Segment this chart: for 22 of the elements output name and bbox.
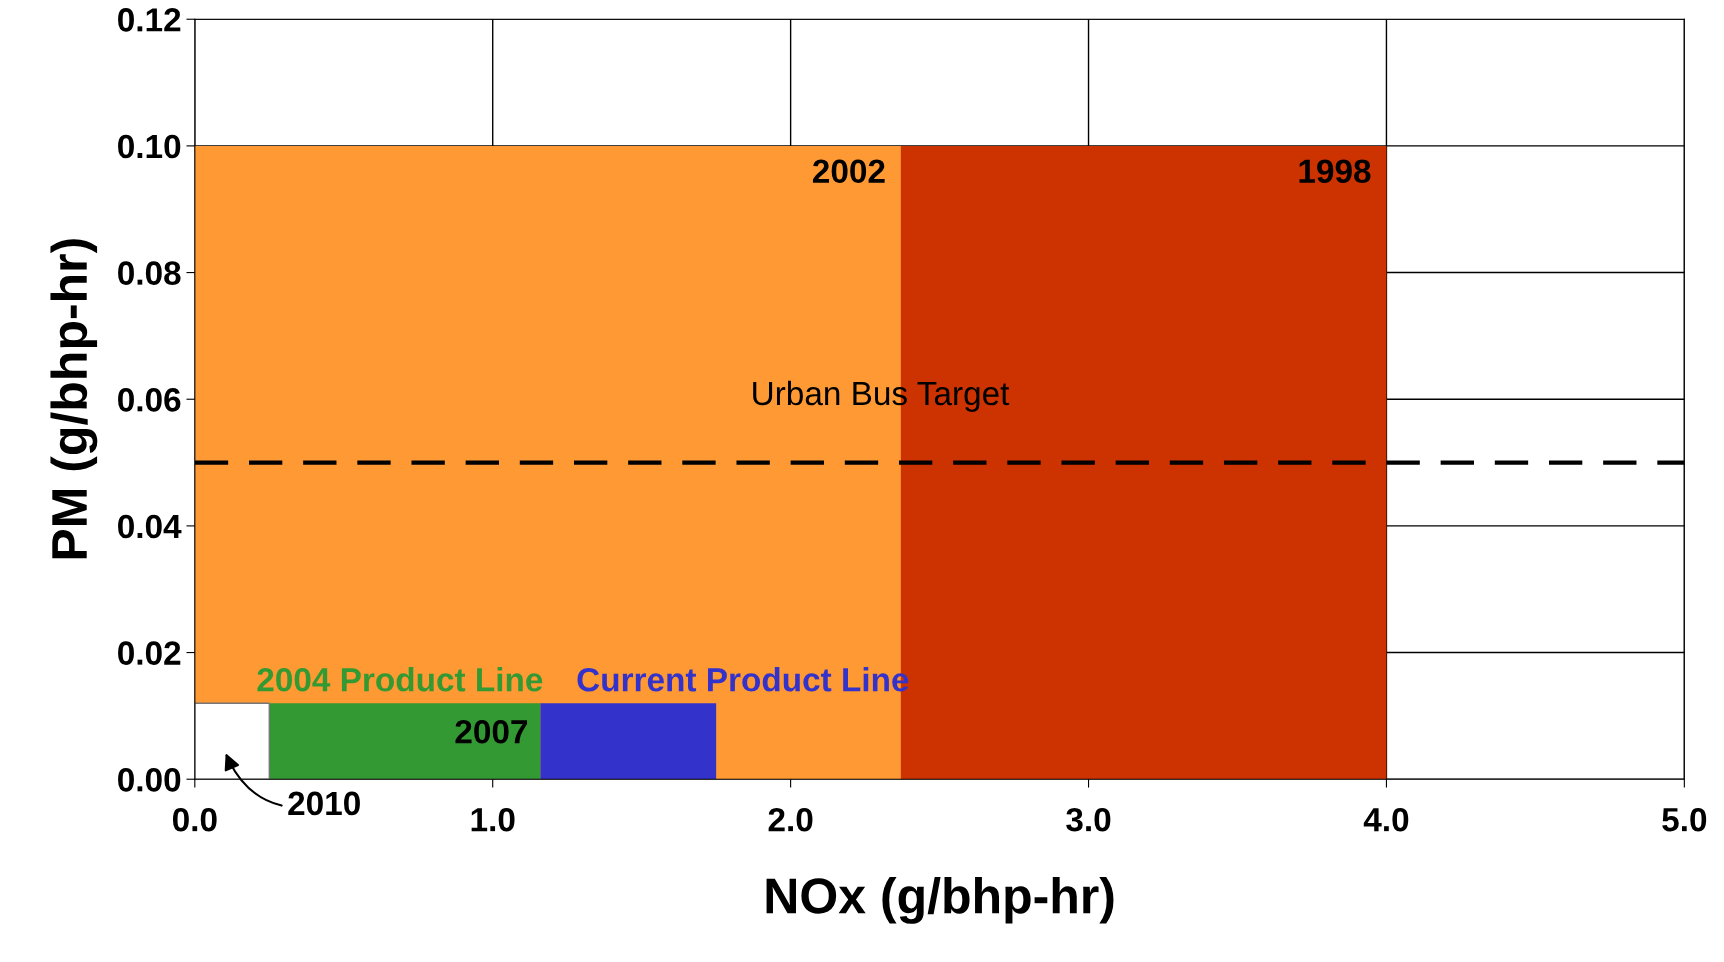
y-tick-label: 0.04 xyxy=(118,514,182,539)
x-tick-label: 2.0 xyxy=(768,807,813,832)
y-tick-label: 0.06 xyxy=(118,388,181,412)
y-tick-label: 0.02 xyxy=(118,641,181,665)
x-axis-title: NOx (g/bhp-hr) xyxy=(766,876,1114,924)
x-tick-label: 5.0 xyxy=(1662,807,1707,832)
y-axis-title: PM (g/bhp-hr) xyxy=(50,239,98,559)
y-tick-label: 0.00 xyxy=(118,768,181,792)
series-label: 2004 Product Line xyxy=(257,667,543,692)
series-label: Current Product Line xyxy=(577,667,909,692)
y-tick-label: 0.08 xyxy=(118,261,181,285)
x-tick-label: 1.0 xyxy=(471,807,515,832)
series-label: 1998 xyxy=(1299,159,1371,184)
annotation: 2007 xyxy=(455,719,528,744)
y-tick-label: 0.10 xyxy=(118,134,181,159)
x-tick-label: 3.0 xyxy=(1066,807,1111,832)
x-tick-label: 0.0 xyxy=(172,807,217,832)
series-label: 2002 xyxy=(812,159,885,184)
annotation: 2010 xyxy=(288,791,360,816)
y-tick-label: 0.12 xyxy=(118,8,181,32)
x-tick-label: 4.0 xyxy=(1363,807,1409,832)
ref-line-label: Urban Bus Target xyxy=(753,380,1010,412)
